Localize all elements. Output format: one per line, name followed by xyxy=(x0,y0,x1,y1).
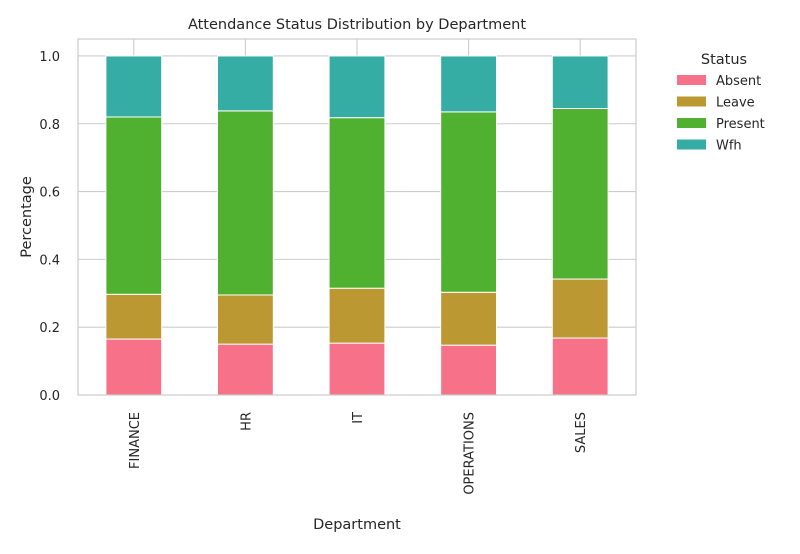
bar-segment-wfh xyxy=(551,55,609,110)
legend-label-wfh: Wfh xyxy=(716,139,742,154)
x-tick-label: HR xyxy=(239,412,254,431)
bar-segment-present xyxy=(105,116,163,295)
legend-swatch-present xyxy=(677,118,706,128)
bar-segment-wfh xyxy=(440,55,498,113)
bar-segment-present xyxy=(440,111,498,293)
bar-segment-leave xyxy=(551,278,609,339)
x-ticks: FINANCE HR IT OPERATIONS SALES xyxy=(128,412,589,495)
legend-label-present: Present xyxy=(716,117,765,132)
bar-segment-absent xyxy=(328,342,386,396)
bar-segment-present xyxy=(328,117,386,289)
y-tick-label: 1.0 xyxy=(39,50,60,65)
bar-segment-present xyxy=(551,108,609,280)
x-axis-label: Department xyxy=(313,517,401,533)
bar-segment-wfh xyxy=(328,55,386,119)
y-axis-label: Percentage xyxy=(19,176,35,258)
bar-segment-absent xyxy=(551,337,609,396)
bar-segment-leave xyxy=(105,293,163,340)
bar-segment-wfh xyxy=(217,55,274,112)
x-tick-label: IT xyxy=(351,412,366,424)
legend-swatch-leave xyxy=(677,96,706,107)
bar-segment-absent xyxy=(217,343,274,396)
x-tick-label: OPERATIONS xyxy=(463,412,478,495)
legend: Status Absent Leave Present Wfh xyxy=(677,52,765,154)
y-ticks: 0.0 0.2 0.4 0.6 0.8 1.0 xyxy=(39,50,60,404)
legend-swatch-wfh xyxy=(677,139,706,150)
legend-swatch-absent xyxy=(677,75,706,85)
bar-segment-wfh xyxy=(105,55,163,118)
plot-frame xyxy=(77,38,637,396)
legend-title: Status xyxy=(701,52,747,68)
x-tick-label: SALES xyxy=(574,412,589,453)
bar-segment-leave xyxy=(440,291,498,346)
y-tick-label: 0.6 xyxy=(39,186,60,201)
bar-segment-absent xyxy=(105,338,163,396)
legend-label-leave: Leave xyxy=(716,96,755,111)
bar-segment-absent xyxy=(440,344,498,396)
y-tick-label: 0.0 xyxy=(39,389,60,404)
x-tick-label: FINANCE xyxy=(128,412,143,469)
y-tick-label: 0.8 xyxy=(39,118,60,133)
y-tick-label: 0.2 xyxy=(39,321,60,336)
bar-segment-present xyxy=(217,110,274,296)
y-tick-label: 0.4 xyxy=(39,253,60,268)
legend-label-absent: Absent xyxy=(716,74,761,89)
legend-items: Absent Leave Present Wfh xyxy=(677,74,765,154)
bar-segment-leave xyxy=(328,287,386,344)
bars xyxy=(105,55,609,396)
chart-title: Attendance Status Distribution by Depart… xyxy=(188,17,526,33)
bar-segment-leave xyxy=(217,294,274,345)
